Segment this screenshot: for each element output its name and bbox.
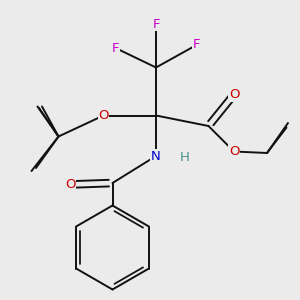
Text: F: F — [193, 38, 200, 52]
Text: F: F — [112, 41, 119, 55]
Text: O: O — [229, 145, 239, 158]
Text: O: O — [229, 88, 239, 101]
Text: N: N — [151, 149, 161, 163]
Text: F: F — [152, 17, 160, 31]
Text: H: H — [180, 151, 189, 164]
Text: O: O — [98, 109, 109, 122]
Text: O: O — [65, 178, 76, 191]
